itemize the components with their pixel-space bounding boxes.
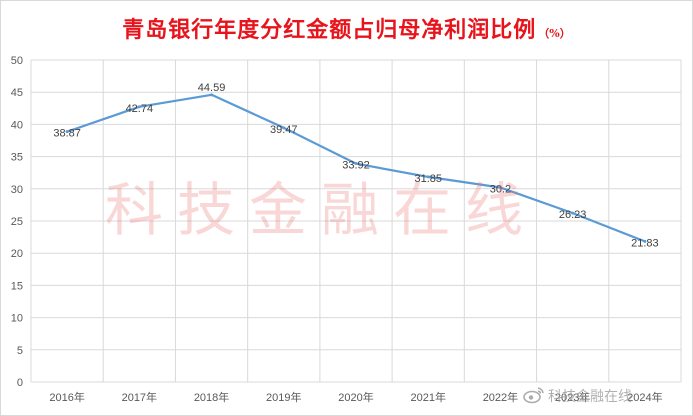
chart-title-block: 青岛银行年度分红金额占归母净利润比例 （%） <box>0 12 693 44</box>
x-tick-label: 2016年 <box>49 390 84 404</box>
x-tick-label: 2024年 <box>627 390 662 404</box>
data-point <box>137 105 141 109</box>
x-tick-label: 2023年 <box>555 390 590 404</box>
data-label: 21.83 <box>631 237 659 249</box>
data-label: 30.2 <box>490 184 511 196</box>
data-point <box>571 211 575 215</box>
data-point <box>65 130 69 134</box>
data-label: 44.59 <box>198 82 226 94</box>
data-label: 39.47 <box>270 124 298 136</box>
y-tick-label: 20 <box>11 248 23 260</box>
chart-unit: （%） <box>538 27 571 40</box>
y-tick-label: 30 <box>11 184 23 196</box>
y-tick-label: 5 <box>17 345 23 357</box>
x-tick-label: 2019年 <box>266 390 301 404</box>
y-tick-label: 50 <box>11 55 23 67</box>
data-point <box>498 186 502 190</box>
x-tick-label: 2022年 <box>483 390 518 404</box>
x-tick-label: 2020年 <box>338 390 373 404</box>
data-point <box>426 175 430 179</box>
data-label: 26.23 <box>559 209 587 221</box>
data-label: 38.87 <box>53 128 81 140</box>
chart-title: 青岛银行年度分红金额占归母净利润比例 <box>122 17 537 43</box>
x-tick-label: 2018年 <box>194 390 229 404</box>
data-label: 33.92 <box>342 160 370 172</box>
data-label: 31.85 <box>414 173 442 185</box>
x-tick-label: 2017年 <box>122 390 157 404</box>
y-tick-label: 35 <box>11 152 23 164</box>
data-label: 42.74 <box>126 103 154 115</box>
x-tick-label: 2021年 <box>410 390 445 404</box>
y-tick-label: 15 <box>11 280 23 292</box>
data-point <box>354 162 358 166</box>
y-tick-label: 40 <box>11 119 23 131</box>
y-tick-label: 45 <box>11 87 23 99</box>
y-tick-label: 25 <box>11 216 23 228</box>
data-point <box>643 239 647 243</box>
data-point <box>210 93 214 97</box>
y-tick-label: 10 <box>11 313 23 325</box>
data-point <box>282 126 286 130</box>
y-tick-label: 0 <box>17 377 23 389</box>
